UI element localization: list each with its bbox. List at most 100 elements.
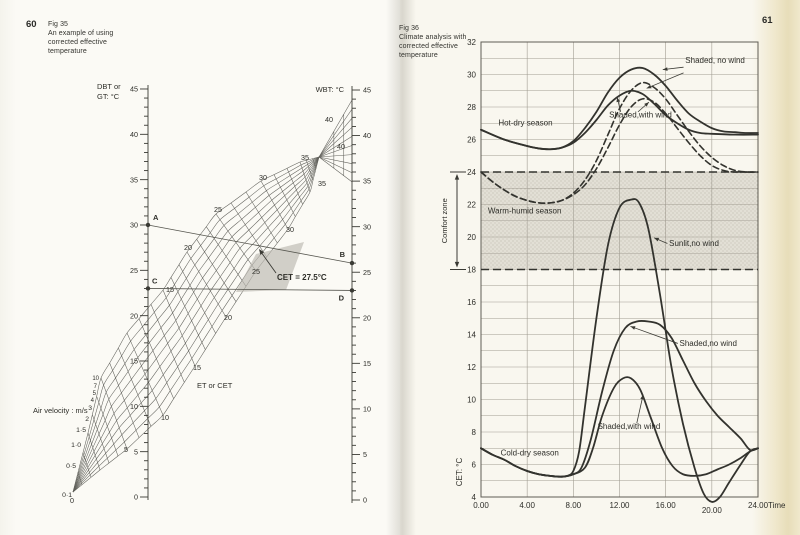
- construction-point: [349, 260, 355, 266]
- wbt-tick-label: 0: [363, 496, 367, 505]
- y-axis-tick-label: 14: [467, 330, 476, 339]
- page-gutter-shadow: [386, 0, 416, 535]
- wbt-tick-label: 20: [363, 313, 371, 322]
- fan-line: [318, 108, 353, 158]
- curve-label-leader: [646, 72, 684, 89]
- season-label: Cold-dry season: [501, 449, 559, 458]
- x-axis-tick-label: 12.00: [609, 501, 630, 510]
- caption-line: temperature: [48, 48, 87, 56]
- construction-point-label: C: [152, 276, 158, 285]
- air-velocity-value: 1·5: [76, 427, 86, 434]
- et-line-label: 10: [161, 413, 169, 422]
- page-number-left: 60: [26, 19, 37, 30]
- x-axis-tick-label: 4.00: [519, 501, 535, 510]
- air-velocity-value: 2: [85, 416, 89, 423]
- shaded-result-zone: [236, 242, 304, 292]
- fan-line: [318, 156, 353, 174]
- arrowhead-icon: [454, 174, 460, 180]
- curve-label-leader: [636, 394, 644, 424]
- air-velocity-title: Air velocity : m/s: [33, 406, 88, 415]
- arrowhead-icon: [654, 237, 660, 242]
- et-grid-line: [162, 289, 196, 367]
- air-velocity-curve: [72, 156, 320, 493]
- caption-line: Climate analysis with: [399, 34, 467, 42]
- dbt-tick-label: 25: [130, 266, 138, 275]
- air-velocity-curve: [72, 156, 320, 493]
- y-axis-title: CET: °C: [455, 458, 464, 487]
- arrowhead-icon: [616, 97, 621, 103]
- y-axis-tick-label: 18: [467, 265, 476, 274]
- et-grid-line: [299, 161, 311, 193]
- y-axis-tick-label: 10: [467, 395, 476, 404]
- cet-result-arrow: [260, 251, 277, 274]
- dbt-tick-label: 0: [134, 493, 138, 502]
- air-velocity-curve: [72, 156, 320, 493]
- et-velocity-mesh: [72, 156, 320, 493]
- curve-label-leader: [630, 325, 678, 344]
- construction-line: [147, 224, 353, 264]
- dbt-tick-label: 20: [130, 311, 138, 320]
- construction-line: [147, 288, 353, 291]
- air-velocity-value: 0·1: [62, 492, 72, 499]
- arrowhead-icon: [454, 261, 460, 268]
- dbt-tick-label: 40: [130, 130, 138, 139]
- et-grid-line: [170, 277, 206, 350]
- fan-line: [318, 99, 353, 158]
- y-axis-tick-label: 8: [472, 428, 477, 437]
- curve-hot-dry-season-shaded-with-wind: [480, 89, 759, 151]
- curve-label: Shaded,with wind: [598, 422, 661, 431]
- x-axis-tick-label: 20.00: [702, 506, 723, 515]
- air-velocity-value: 5: [93, 391, 97, 397]
- et-grid-line: [109, 362, 140, 438]
- wbt-scale: [351, 86, 360, 503]
- et-line-label: 20: [224, 313, 232, 322]
- air-velocity-curve: [72, 156, 320, 493]
- air-velocity-curve: [72, 156, 320, 493]
- dbt-scale: [140, 84, 149, 500]
- wbt-tick-label: 30: [363, 222, 371, 231]
- wbt-tick-label: 35: [363, 177, 371, 186]
- fan-line: [318, 127, 353, 158]
- caption-line: corrected effective: [399, 43, 458, 51]
- dbt-tick-label: 10: [130, 402, 138, 411]
- y-axis-tick-label: 26: [467, 135, 476, 144]
- et-line-label: 15: [166, 285, 174, 294]
- curve-label: Shaded,with wind: [609, 111, 672, 120]
- dbt-scale-title: DBT or: [97, 82, 121, 91]
- x-axis-tick-label: 16.00: [656, 501, 677, 510]
- et-grid-line: [286, 168, 303, 205]
- et-line-label: 0: [70, 496, 74, 505]
- et-grid-line: [245, 191, 278, 244]
- fan-line: [318, 136, 353, 158]
- air-velocity-curve: [72, 156, 320, 493]
- et-line-label: 35: [318, 179, 326, 188]
- page-number-right: 61: [762, 15, 773, 26]
- et-grid-line: [306, 160, 314, 181]
- et-grid-line: [77, 472, 83, 485]
- et-grid-line: [138, 318, 174, 399]
- et-grid-line: [186, 251, 227, 318]
- y-axis-tick-label: 22: [467, 200, 476, 209]
- et-grid-line: [178, 264, 216, 334]
- construction-point-label: D: [339, 293, 345, 302]
- et-grid-line: [230, 202, 267, 258]
- et-grid-line: [87, 432, 101, 471]
- curve-cold-dry-season-shaded-with-wind: [480, 376, 759, 478]
- caption-line: corrected effective: [48, 39, 107, 47]
- x-axis-tick-label: 0.00: [473, 501, 489, 510]
- y-axis-tick-label: 24: [467, 168, 476, 177]
- air-velocity-value: 7: [94, 384, 98, 390]
- x-axis-tick-label: 24.00Time: [748, 501, 786, 510]
- construction-point: [349, 288, 355, 293]
- curve-label: Sunlit,no wind: [669, 239, 719, 248]
- et-line-label: 20: [184, 243, 192, 252]
- y-axis-tick-label: 16: [467, 298, 476, 307]
- et-grid-line: [260, 180, 289, 230]
- wbt-fan-label: 40: [337, 142, 345, 151]
- figure-caption-left: Fig 35 An example of using corrected eff…: [48, 20, 158, 56]
- y-axis-tick-label: 20: [467, 233, 476, 242]
- et-grid-line: [92, 414, 110, 464]
- curve-label: Shaded, no wind: [685, 56, 745, 65]
